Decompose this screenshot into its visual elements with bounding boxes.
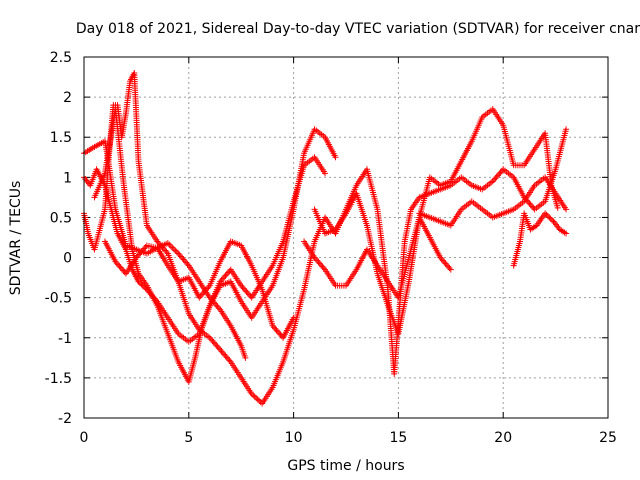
y-tick-label: -0.5 xyxy=(45,291,72,307)
series-10 xyxy=(510,210,570,269)
data-series xyxy=(81,70,570,407)
data-point xyxy=(322,170,329,177)
data-point xyxy=(173,249,180,256)
tick-labels: 0 5 10 15 20 25 -2 -1.5 -1 -0.5 0 0.5 1 1.5 2 2.5 xyxy=(45,50,617,446)
data-point xyxy=(290,314,297,321)
plot-frame xyxy=(83,56,609,419)
data-point xyxy=(254,396,261,403)
data-point xyxy=(253,395,260,402)
series-8 xyxy=(332,126,570,377)
data-point xyxy=(170,246,177,253)
data-point xyxy=(135,278,142,285)
y-axis-label: SDTVAR / TECUs xyxy=(8,181,24,296)
data-point xyxy=(166,241,173,248)
data-point xyxy=(549,217,556,224)
y-tick-label: 1 xyxy=(63,170,72,186)
y-tick-label: 1.5 xyxy=(50,130,72,146)
data-point xyxy=(544,213,551,220)
series-9 xyxy=(416,174,570,229)
series-5 xyxy=(101,238,297,341)
data-point xyxy=(256,397,263,404)
y-tick-label: 0 xyxy=(63,251,72,267)
data-point xyxy=(167,243,174,250)
x-tick-label: 25 xyxy=(599,430,617,446)
data-point xyxy=(242,354,249,361)
x-tick-label: 15 xyxy=(389,430,407,446)
y-tick-label: -1 xyxy=(58,331,72,347)
chart-title: Day 018 of 2021, Sidereal Day-to-day VTE… xyxy=(76,21,640,37)
data-point xyxy=(563,126,570,133)
data-point xyxy=(169,244,176,251)
series-1 xyxy=(81,138,249,361)
data-point xyxy=(563,206,570,213)
y-tick-label: -2 xyxy=(58,411,72,427)
data-point xyxy=(250,392,257,399)
data-point xyxy=(172,247,179,254)
data-point xyxy=(248,390,255,397)
data-point xyxy=(563,230,570,237)
data-point xyxy=(542,210,549,217)
x-tick-label: 10 xyxy=(285,430,303,446)
series-4 xyxy=(91,106,339,385)
data-point xyxy=(447,266,454,273)
series-3 xyxy=(81,70,339,407)
y-tick-label: -1.5 xyxy=(45,371,72,387)
y-tick-label: 0.5 xyxy=(50,210,72,226)
x-tick-label: 5 xyxy=(184,430,193,446)
data-point xyxy=(251,393,258,400)
data-point xyxy=(543,211,550,218)
data-point xyxy=(332,154,339,161)
x-tick-label: 0 xyxy=(80,430,89,446)
data-point xyxy=(547,215,554,222)
data-point xyxy=(136,279,143,286)
data-point xyxy=(554,204,561,211)
x-axis-label: GPS time / hours xyxy=(287,458,404,474)
data-point xyxy=(164,240,171,247)
grid xyxy=(84,57,608,418)
y-tick-label: 2 xyxy=(63,90,72,106)
data-point xyxy=(546,214,553,221)
x-tick-label: 20 xyxy=(494,430,512,446)
y-tick-label: 2.5 xyxy=(50,50,72,66)
